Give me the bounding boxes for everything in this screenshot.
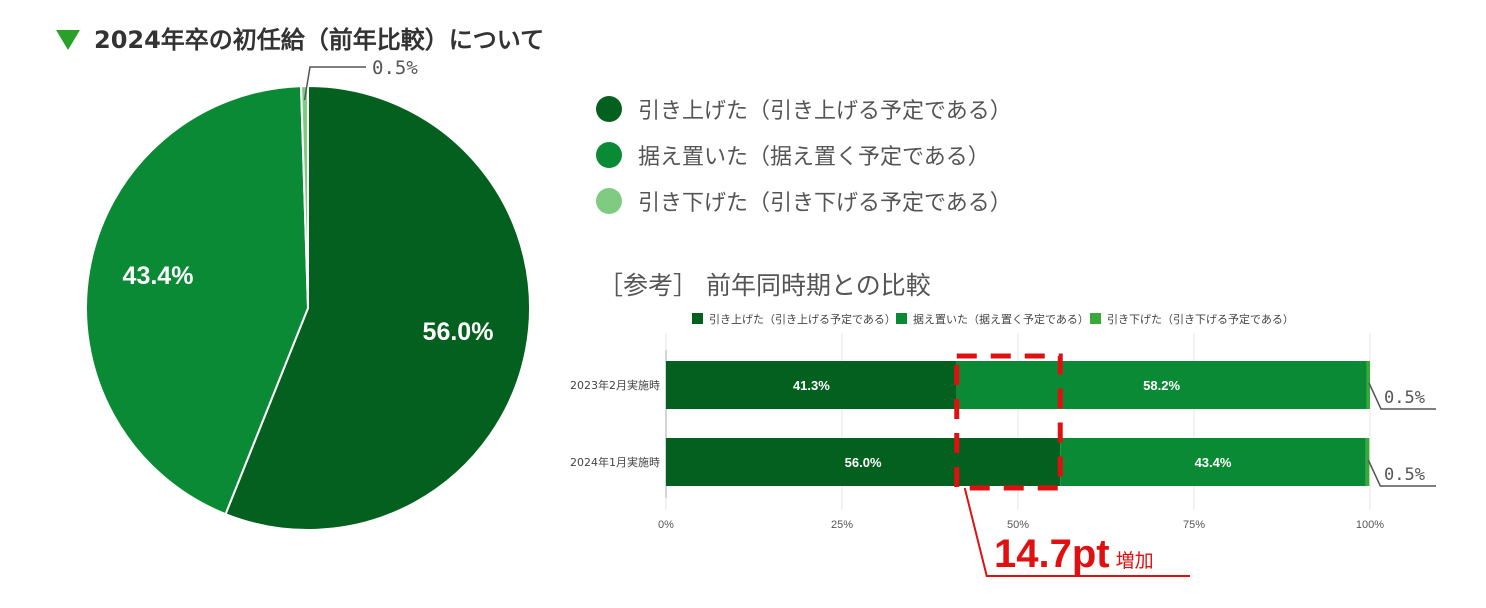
bar-segment <box>1365 438 1370 486</box>
bar-category-label: 2024年1月実施時 <box>570 455 660 469</box>
triangle-down-icon <box>56 30 80 50</box>
bar-xtick-label: 25% <box>831 519 853 531</box>
bar-data-label: 41.3% <box>793 378 830 393</box>
bar-legend-swatch-2 <box>1090 313 1101 324</box>
bar-category-label: 2023年2月実施時 <box>570 378 660 392</box>
reference-title: ［参考］ 前年同時期との比較 <box>598 271 931 300</box>
pie-slice-2 <box>299 84 309 309</box>
bar-segment <box>666 438 1061 486</box>
bar-data-label: 58.2% <box>1143 378 1180 393</box>
legend-item-keep: 据え置いた（据え置く予定である） <box>596 132 1012 178</box>
bar-legend-label-2: 引き下げた（引き下げる予定である） <box>1107 312 1294 326</box>
pie-legend: 引き上げた（引き上げる予定である） 据え置いた（据え置く予定である） 引き下げた… <box>596 86 1012 224</box>
bar-data-label: 0.5% <box>1384 388 1425 408</box>
bar-legend-swatch-1 <box>896 313 907 324</box>
legend-dot-raise <box>596 96 622 122</box>
bar-segment <box>1366 361 1370 409</box>
bar-xtick-label: 100% <box>1356 519 1384 531</box>
bar-xtick-label: 50% <box>1007 519 1029 531</box>
page-title: 2024年卒の初任給（前年比較）について <box>56 20 544 55</box>
bar-legend-label-1: 据え置いた（据え置く予定である） <box>913 312 1089 326</box>
pie-slice-1 <box>85 85 310 516</box>
bar-leader-line <box>1368 382 1436 410</box>
bar-data-label: 56.0% <box>845 455 882 470</box>
pie-label-2: 0.5% <box>372 57 418 79</box>
legend-item-raise: 引き上げた（引き上げる予定である） <box>596 86 1012 132</box>
pie-label-1: 43.4% <box>123 262 194 290</box>
bar-legend-label-0: 引き上げた（引き上げる予定である） <box>709 312 896 326</box>
bar-xtick-label: 75% <box>1183 519 1205 531</box>
pie-label-0: 56.0% <box>423 318 494 346</box>
increase-suffix: 増加 <box>1115 551 1154 572</box>
increase-annotation: 14.7pt 増加 <box>994 532 1154 577</box>
legend-label-lower: 引き下げた（引き下げる予定である） <box>638 191 1012 216</box>
bar-segment <box>1060 438 1366 486</box>
pie-slice-0 <box>224 84 531 531</box>
bar-data-label: 43.4% <box>1195 455 1232 470</box>
legend-label-keep: 据え置いた（据え置く予定である） <box>638 145 990 170</box>
legend-label-raise: 引き上げた（引き上げる予定である） <box>638 99 1012 124</box>
legend-dot-keep <box>596 142 622 168</box>
highlight-leader-line <box>963 487 1190 577</box>
bar-xtick-label: 0% <box>658 519 674 531</box>
increase-value: 14.7pt <box>994 532 1110 576</box>
bar-data-label: 0.5% <box>1384 465 1425 485</box>
page-title-text: 2024年卒の初任給（前年比較）について <box>94 26 545 54</box>
highlight-box <box>954 353 1063 491</box>
bar-leader-line <box>1367 459 1436 487</box>
bar-segment <box>956 361 1367 409</box>
bar-legend-swatch-0 <box>692 313 703 324</box>
legend-dot-lower <box>596 188 622 214</box>
pie-chart: 56.0% 43.4% 0.5% <box>85 57 531 531</box>
legend-item-lower: 引き下げた（引き下げる予定である） <box>596 178 1012 224</box>
bar-segment <box>666 361 957 409</box>
pie-leader-line <box>303 66 366 101</box>
